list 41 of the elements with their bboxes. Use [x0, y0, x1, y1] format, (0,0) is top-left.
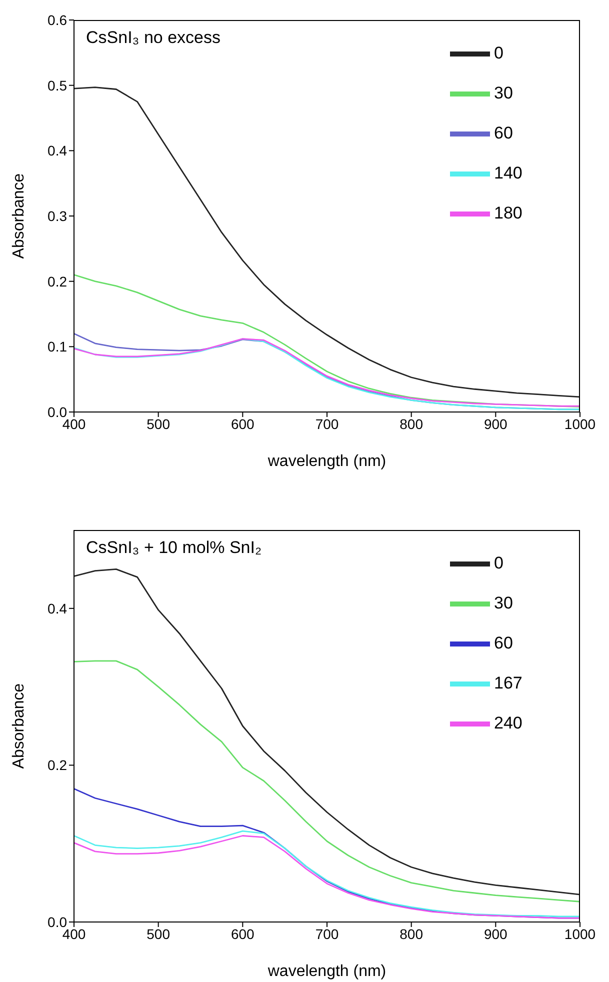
- x-tick-label: 700: [315, 416, 339, 432]
- line-series: [74, 660, 580, 902]
- line-series: [74, 568, 580, 896]
- y-tick-label: 0.6: [48, 12, 68, 28]
- legend-label: 0: [494, 43, 504, 62]
- x-tick-label: 1000: [564, 926, 596, 942]
- text: CsSnI₃ + 10 mol% SnI₂: [86, 538, 262, 558]
- text: CsSnI₃ no excess: [86, 28, 220, 48]
- legend-label: 30: [494, 593, 513, 612]
- legend-label: 60: [494, 123, 513, 142]
- x-axis-title: wavelength (nm): [266, 453, 386, 470]
- y-tick-label: 0.2: [48, 757, 68, 774]
- legend-label: 60: [494, 633, 513, 652]
- line-series: [74, 86, 580, 398]
- x-tick-label: 600: [230, 416, 255, 432]
- x-tick-label: 500: [146, 926, 170, 942]
- x-tick-label: 900: [484, 416, 508, 432]
- x-tick-label: 1000: [564, 416, 596, 432]
- y-tick-label: 0.5: [48, 77, 68, 94]
- x-tick-label: 800: [400, 416, 424, 432]
- legend-label: 240: [494, 713, 522, 732]
- y-tick-label: 0.0: [48, 404, 68, 420]
- x-tick-label: 500: [146, 416, 170, 432]
- y-axis-title: Absorbance: [10, 683, 28, 769]
- x-tick-label: 900: [484, 926, 508, 942]
- y-tick-label: 0.4: [48, 142, 68, 159]
- legend-label: 167: [494, 673, 522, 692]
- y-tick-label: 0.2: [48, 273, 68, 290]
- x-tick-label: 600: [230, 926, 255, 942]
- legend-label: 0: [494, 553, 504, 572]
- y-tick-label: 0.4: [48, 600, 68, 616]
- y-tick-label: 0.3: [48, 208, 68, 224]
- legend-label: 30: [494, 83, 513, 102]
- x-axis-title: wavelength (nm): [266, 963, 386, 980]
- y-tick-label: 0.0: [48, 914, 68, 930]
- x-tick-label: 800: [400, 926, 424, 942]
- y-axis-title: Absorbance: [10, 173, 28, 259]
- legend-label: 180: [494, 203, 522, 222]
- x-tick-label: 700: [315, 926, 339, 942]
- legend-label: 140: [494, 163, 522, 182]
- y-tick-label: 0.1: [48, 338, 68, 355]
